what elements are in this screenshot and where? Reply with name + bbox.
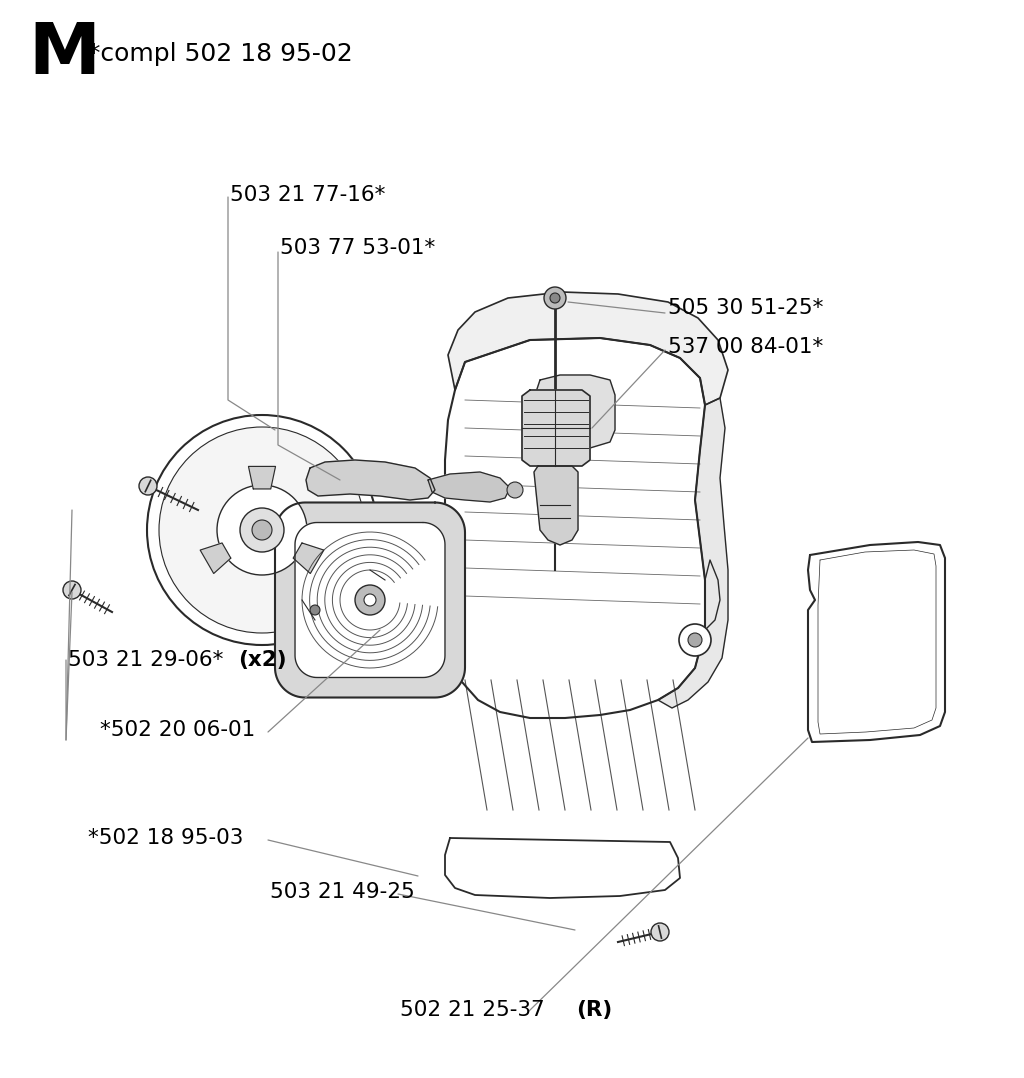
Polygon shape	[449, 292, 728, 405]
Circle shape	[252, 520, 272, 540]
Polygon shape	[445, 338, 705, 718]
Circle shape	[63, 581, 81, 599]
Polygon shape	[522, 390, 590, 466]
Circle shape	[550, 293, 560, 303]
Circle shape	[651, 923, 669, 941]
Polygon shape	[306, 460, 435, 500]
Circle shape	[159, 427, 365, 633]
Circle shape	[544, 287, 566, 309]
Circle shape	[240, 508, 284, 552]
Polygon shape	[445, 838, 680, 898]
Polygon shape	[249, 467, 275, 489]
Circle shape	[139, 476, 157, 495]
Text: M: M	[28, 19, 100, 88]
Polygon shape	[534, 466, 578, 545]
Polygon shape	[428, 472, 510, 502]
Text: 503 21 49-25: 503 21 49-25	[270, 882, 415, 902]
Polygon shape	[295, 523, 445, 677]
Text: (R): (R)	[575, 1000, 612, 1020]
Text: *502 18 95-03: *502 18 95-03	[88, 828, 244, 848]
Text: 505 30 51-25*: 505 30 51-25*	[668, 298, 823, 318]
Circle shape	[147, 415, 377, 645]
Polygon shape	[658, 398, 728, 708]
Circle shape	[217, 485, 307, 575]
Polygon shape	[535, 375, 615, 448]
Text: 502 21 25-37: 502 21 25-37	[400, 1000, 545, 1020]
Circle shape	[679, 624, 711, 657]
Polygon shape	[200, 543, 230, 573]
Text: (x2): (x2)	[238, 650, 287, 671]
Circle shape	[310, 605, 319, 616]
Text: 503 21 29-06*: 503 21 29-06*	[68, 650, 223, 671]
Text: *502 20 06-01: *502 20 06-01	[100, 720, 255, 740]
Text: 503 21 77-16*: 503 21 77-16*	[230, 185, 385, 205]
Circle shape	[364, 594, 376, 606]
Polygon shape	[293, 543, 324, 573]
Text: *compl 502 18 95-02: *compl 502 18 95-02	[88, 42, 352, 66]
Circle shape	[507, 482, 523, 498]
Polygon shape	[808, 542, 945, 742]
Circle shape	[688, 633, 702, 647]
Polygon shape	[275, 502, 465, 697]
Circle shape	[355, 585, 385, 616]
Text: 537 00 84-01*: 537 00 84-01*	[668, 337, 823, 357]
Text: 503 77 53-01*: 503 77 53-01*	[280, 238, 435, 258]
